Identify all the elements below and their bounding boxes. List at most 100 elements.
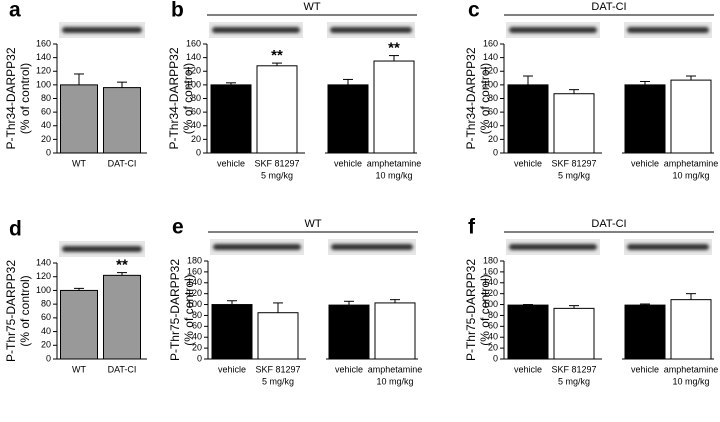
blot-band xyxy=(62,246,142,252)
y-tick-label: 60 xyxy=(191,107,201,117)
y-tick-label: 100 xyxy=(36,79,51,89)
y-tick-label: 140 xyxy=(36,257,51,267)
y-tick-label: 140 xyxy=(483,277,498,287)
y-tick-label: 40 xyxy=(192,332,202,342)
y-tick-label: 140 xyxy=(187,277,202,287)
y-axis-label: (% of control) xyxy=(478,63,492,134)
y-axis-label: P-Thr75-DARPP32 xyxy=(168,259,182,361)
y-axis-label: P-Thr34-DARPP32 xyxy=(464,47,478,149)
y-tick-label: 60 xyxy=(488,107,498,117)
y-axis-label: (% of control) xyxy=(478,274,492,345)
y-axis-label: P-Thr34-DARPP32 xyxy=(4,47,18,149)
bar xyxy=(103,87,141,154)
y-tick-label: 80 xyxy=(488,310,498,320)
x-tick-label: SKF 81297 xyxy=(255,364,300,374)
x-tick-label: 5 mg/kg xyxy=(261,170,293,180)
blot-band xyxy=(509,27,597,33)
y-tick-label: 100 xyxy=(483,299,498,309)
significance-label: ** xyxy=(271,47,283,64)
y-tick-label: 80 xyxy=(41,299,51,309)
y-tick-label: 20 xyxy=(488,342,498,352)
y-tick-label: 180 xyxy=(483,255,498,265)
x-tick-label: WT xyxy=(72,158,86,168)
y-tick-label: 20 xyxy=(191,134,201,144)
y-tick-label: 0 xyxy=(197,353,202,363)
x-tick-label: 5 mg/kg xyxy=(558,170,590,180)
bar xyxy=(670,79,712,154)
x-tick-label: 10 mg/kg xyxy=(672,376,709,386)
bar xyxy=(327,84,369,154)
y-axis-label: P-Thr75-DARPP32 xyxy=(464,259,478,361)
bar xyxy=(507,304,549,360)
y-axis-label: (% of control) xyxy=(182,274,196,345)
x-tick-label: 10 mg/kg xyxy=(672,170,709,180)
x-tick-label: DAT-CI xyxy=(108,158,137,168)
header: DAT-CI xyxy=(591,1,626,13)
blot-band xyxy=(331,244,413,250)
y-tick-label: 0 xyxy=(46,147,51,157)
y-tick-label: 80 xyxy=(192,310,202,320)
y-tick-label: 20 xyxy=(192,342,202,352)
x-tick-label: DAT-CI xyxy=(108,364,137,374)
y-tick-label: 0 xyxy=(196,147,201,157)
y-tick-label: 60 xyxy=(41,107,51,117)
bar xyxy=(103,274,141,360)
bar xyxy=(507,84,549,154)
blot-band xyxy=(509,244,597,250)
x-tick-label: WT xyxy=(72,364,86,374)
y-tick-label: 40 xyxy=(41,326,51,336)
y-axis-label: (% of control) xyxy=(18,63,32,134)
y-tick-label: 20 xyxy=(41,340,51,350)
bar xyxy=(60,289,98,360)
y-tick-label: 20 xyxy=(41,134,51,144)
y-tick-label: 80 xyxy=(488,93,498,103)
panel-letter: e xyxy=(172,216,184,239)
bar xyxy=(256,65,298,154)
blot-band xyxy=(212,27,300,33)
y-tick-label: 40 xyxy=(488,120,498,130)
bar xyxy=(257,312,299,360)
header: DAT-CI xyxy=(591,218,626,230)
y-tick-label: 0 xyxy=(493,147,498,157)
y-tick-label: 120 xyxy=(36,271,51,281)
bar xyxy=(210,84,252,154)
y-tick-label: 160 xyxy=(483,38,498,48)
bar xyxy=(211,304,253,360)
panel-letter: b xyxy=(171,0,184,22)
bar xyxy=(553,307,595,360)
y-axis-label: P-Thr75-DARPP32 xyxy=(4,260,18,362)
bar xyxy=(373,60,415,154)
x-tick-label: vehicle xyxy=(334,158,362,168)
x-tick-label: 5 mg/kg xyxy=(262,376,294,386)
header: WT xyxy=(304,218,321,230)
x-tick-label: SKF 81297 xyxy=(551,158,596,168)
y-tick-label: 60 xyxy=(41,312,51,322)
x-tick-label: amphetamine xyxy=(664,158,719,168)
blot-band xyxy=(627,27,709,33)
y-axis-label: (% of control) xyxy=(181,63,195,134)
panel-letter: f xyxy=(468,216,476,239)
x-tick-label: vehicle xyxy=(514,158,542,168)
y-tick-label: 100 xyxy=(186,79,201,89)
x-tick-label: SKF 81297 xyxy=(551,364,596,374)
x-tick-label: vehicle xyxy=(217,158,245,168)
y-tick-label: 140 xyxy=(483,52,498,62)
y-tick-label: 40 xyxy=(488,332,498,342)
x-tick-label: vehicle xyxy=(218,364,246,374)
blot-band xyxy=(627,244,709,250)
x-tick-label: vehicle xyxy=(631,364,659,374)
panel-letter: d xyxy=(9,218,22,241)
bar xyxy=(670,299,712,360)
x-tick-label: 10 mg/kg xyxy=(375,170,412,180)
blot-band xyxy=(330,27,412,33)
y-tick-label: 60 xyxy=(192,321,202,331)
x-tick-label: 5 mg/kg xyxy=(558,376,590,386)
x-tick-label: vehicle xyxy=(631,158,659,168)
significance-label: ** xyxy=(116,257,128,274)
y-tick-label: 120 xyxy=(186,66,201,76)
y-tick-label: 100 xyxy=(36,285,51,295)
y-tick-label: 100 xyxy=(187,299,202,309)
y-tick-label: 140 xyxy=(186,52,201,62)
x-tick-label: vehicle xyxy=(335,364,363,374)
